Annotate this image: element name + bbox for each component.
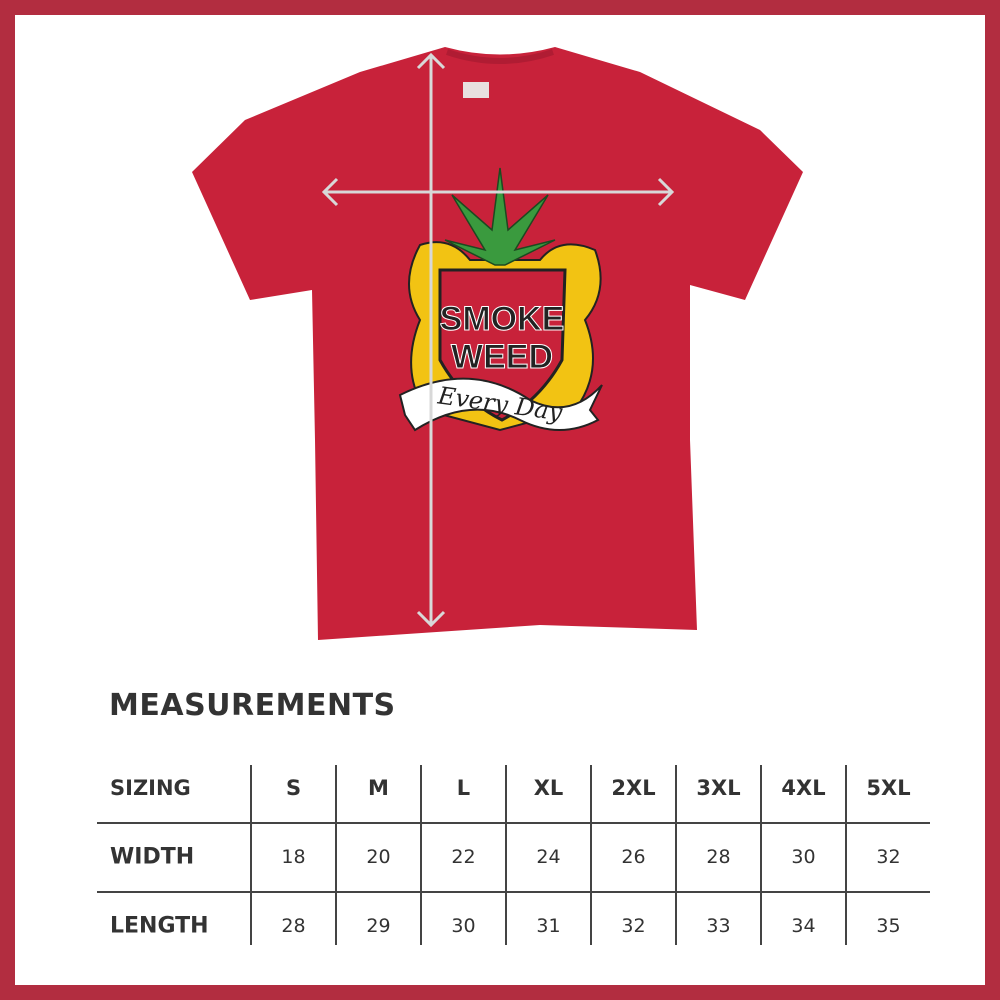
- table-column-divider: [675, 765, 677, 945]
- length-cell: 34: [791, 915, 816, 937]
- tshirt-image: SMOKE WEED Every Day: [192, 47, 803, 640]
- table-column-divider: [590, 765, 592, 945]
- length-cell: 28: [281, 915, 306, 937]
- length-cell: 33: [706, 915, 731, 937]
- width-cell: 18: [281, 846, 306, 868]
- graphic-text-smoke: SMOKE: [440, 300, 565, 338]
- measurements-title: MEASUREMENTS: [109, 688, 396, 723]
- length-cell: 31: [536, 915, 561, 937]
- table-column-divider: [335, 765, 337, 945]
- table-column-divider: [505, 765, 507, 945]
- length-cell: 32: [621, 915, 646, 937]
- width-cell: 20: [366, 846, 391, 868]
- sizing-header: SIZING: [110, 776, 191, 800]
- length-cell: 30: [451, 915, 476, 937]
- width-cell: 30: [791, 846, 816, 868]
- cannabis-leaf-icon: [444, 167, 556, 266]
- row-label-length: LENGTH: [110, 913, 209, 939]
- width-cell: 24: [536, 846, 561, 868]
- size-header-cell: 4XL: [781, 776, 826, 800]
- graphic-text-weed: WEED: [451, 338, 553, 376]
- size-header-cell: 3XL: [696, 776, 741, 800]
- width-cell: 32: [876, 846, 901, 868]
- tag-label: [463, 82, 489, 98]
- size-header-cell: 5XL: [866, 776, 911, 800]
- width-cell: 28: [706, 846, 731, 868]
- size-header-cell: 2XL: [611, 776, 656, 800]
- size-header-cell: M: [368, 776, 389, 800]
- tshirt-collar: [446, 49, 554, 64]
- table-divider: [97, 891, 930, 893]
- row-label-width: WIDTH: [110, 844, 195, 870]
- size-header-cell: S: [285, 776, 302, 800]
- width-cell: 22: [451, 846, 476, 868]
- size-header-cell: L: [456, 776, 471, 800]
- size-header-cell: XL: [533, 776, 564, 800]
- measurement-arrow-icon: [321, 52, 675, 628]
- table-divider: [97, 822, 930, 824]
- table-column-divider: [250, 765, 252, 945]
- table-column-divider: [845, 765, 847, 945]
- length-cell: 29: [366, 915, 391, 937]
- width-cell: 26: [621, 846, 646, 868]
- length-cell: 35: [876, 915, 901, 937]
- table-column-divider: [420, 765, 422, 945]
- shirt-graphic: SMOKE WEED Every Day: [398, 167, 603, 432]
- table-column-divider: [760, 765, 762, 945]
